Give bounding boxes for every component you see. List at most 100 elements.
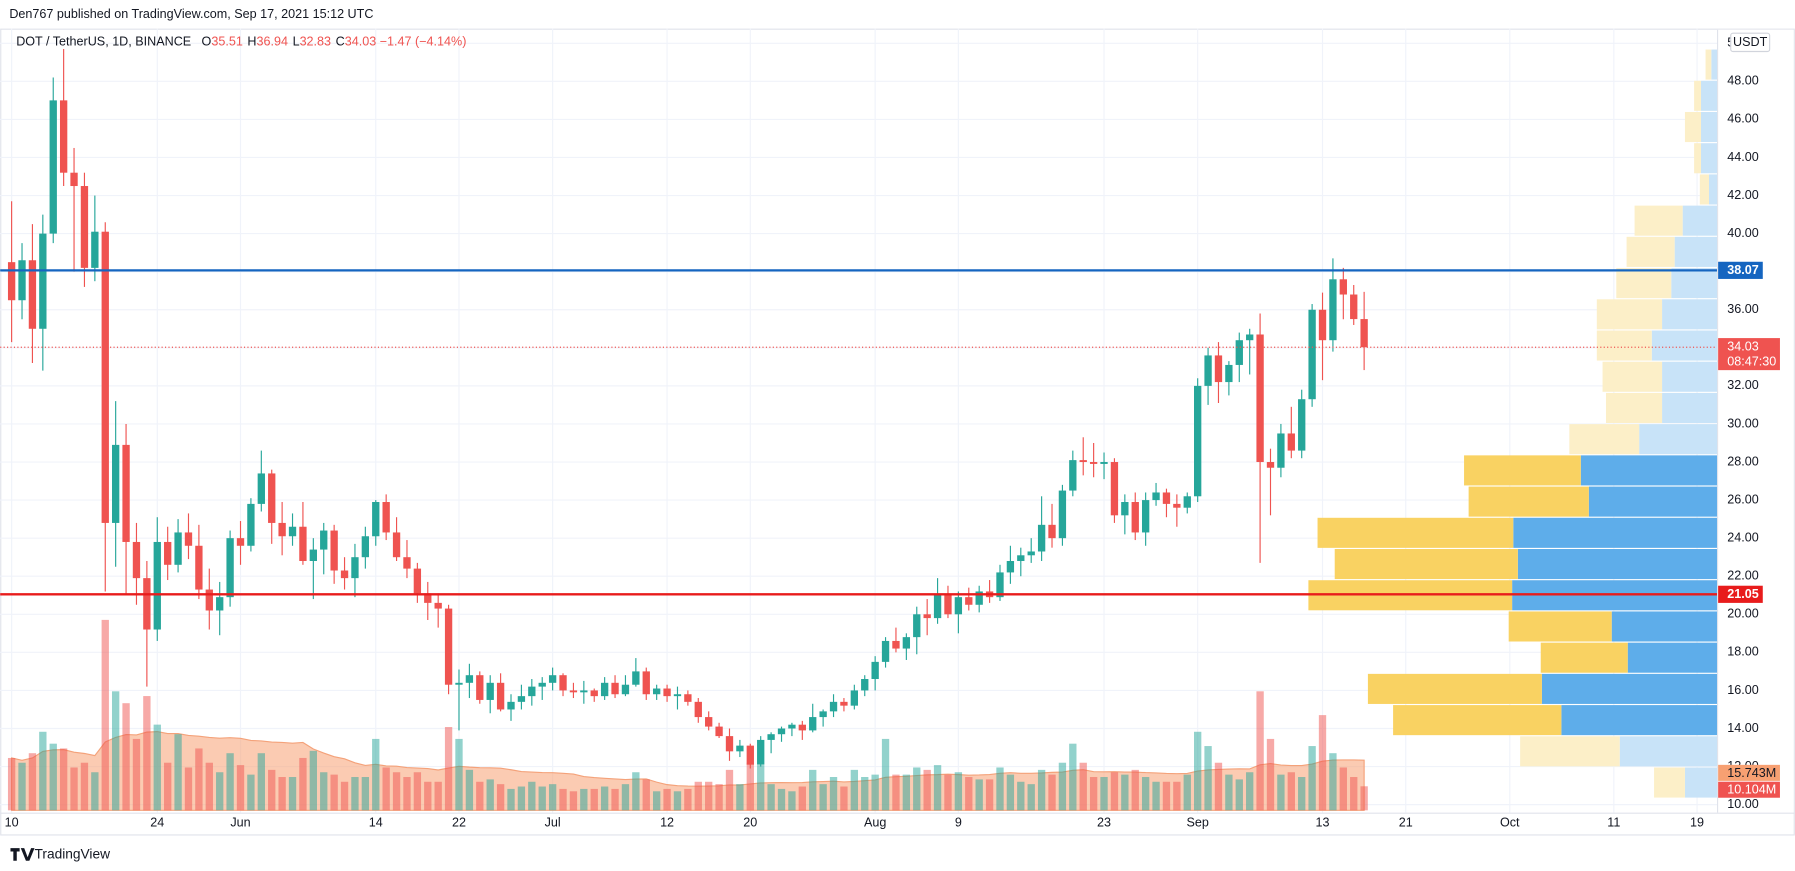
volume-bar: [257, 753, 265, 811]
volume-bar: [70, 767, 78, 811]
candle-body: [340, 570, 349, 579]
volume-bar: [476, 781, 484, 811]
candle-body: [996, 572, 1004, 598]
profile-down: [1317, 517, 1514, 548]
volume-bar: [829, 777, 838, 811]
profile-down: [1393, 705, 1562, 736]
x-tick-label: 12: [660, 815, 674, 829]
volume-bar: [351, 777, 359, 811]
candle-body: [70, 172, 78, 187]
candle-body: [434, 602, 442, 609]
candle-body: [1277, 433, 1285, 468]
profile-up: [1639, 424, 1717, 455]
candle-body: [184, 532, 193, 546]
last-price: 34.03: [1727, 340, 1758, 354]
volume-bar: [132, 738, 141, 811]
y-tick-label: 44.00: [1727, 150, 1758, 164]
ohlc-key: C: [336, 35, 345, 49]
profile-down: [1699, 174, 1709, 205]
volume-bar: [1329, 753, 1337, 811]
last-price-bg: [1718, 338, 1780, 371]
profile-down: [1705, 49, 1712, 80]
candle-body: [299, 526, 307, 561]
volume-bar: [798, 786, 806, 811]
volume-bar: [1089, 777, 1098, 811]
profile-up: [1684, 767, 1717, 798]
candle-body: [580, 690, 588, 693]
candle-body: [694, 701, 702, 718]
candle-body: [1152, 492, 1160, 501]
volume-bar: [559, 788, 567, 811]
candle-body: [767, 734, 775, 740]
x-tick-label: 23: [1097, 815, 1111, 829]
profile-down: [1694, 143, 1701, 174]
candle-body: [684, 694, 692, 702]
volume-bar: [1256, 691, 1264, 811]
candle-body: [1173, 503, 1181, 508]
profile-down: [1508, 611, 1612, 642]
candle-body: [1329, 279, 1337, 341]
candle-body: [111, 444, 120, 523]
volume-bar: [1162, 781, 1171, 811]
candle-body: [226, 538, 234, 598]
candle-body: [1027, 551, 1035, 556]
volume-bar: [7, 757, 16, 811]
profile-up: [1561, 705, 1717, 736]
ohlc-key: O: [202, 35, 212, 49]
candle-body: [372, 501, 380, 537]
volume-bar: [413, 772, 422, 811]
profile-down: [1468, 486, 1589, 517]
volume-bar: [184, 767, 193, 811]
profile-down: [1654, 767, 1685, 798]
candle-body: [91, 231, 99, 268]
volume-bar: [465, 769, 474, 811]
price-axis: [1716, 29, 1794, 813]
profile-up: [1619, 736, 1717, 767]
candles: [7, 48, 1368, 769]
y-tick-label: 16.00: [1727, 683, 1758, 697]
ohlc-value: 32.83: [300, 35, 331, 49]
volume-bar: [1235, 779, 1243, 811]
profile-down: [1626, 236, 1675, 267]
volume-bar: [486, 779, 494, 811]
volume-bar: [933, 765, 942, 811]
volume-bar: [642, 779, 650, 811]
y-tick-label: 26.00: [1727, 492, 1758, 506]
candle-body: [257, 473, 265, 504]
footer: TradingView: [0, 836, 1795, 871]
candle-body: [1339, 279, 1347, 295]
unit-box: [1730, 32, 1771, 53]
volume-bar: [673, 791, 682, 811]
volume-bar: [1350, 777, 1358, 811]
change: −1.47 (−4.14%): [380, 35, 467, 49]
volume-bar: [1079, 762, 1087, 811]
candle-body: [777, 728, 786, 735]
volume-bar: [621, 784, 630, 811]
y-tick-label: 32.00: [1727, 378, 1758, 392]
candle-body: [1100, 462, 1108, 464]
candle-body: [236, 538, 245, 546]
axes: 10.0012.0014.0016.0018.0020.0022.0024.00…: [5, 32, 1780, 829]
candle-body: [933, 595, 942, 619]
candle-body: [143, 578, 151, 630]
ohlc-key: L: [293, 35, 300, 49]
x-tick-label: Aug: [864, 815, 886, 829]
profile-up: [1682, 205, 1717, 236]
candle-body: [18, 260, 26, 301]
candle-body: [923, 614, 931, 619]
volume-bar: [580, 788, 588, 811]
volume-bar: [1183, 774, 1191, 811]
volume-bar: [1339, 767, 1347, 811]
candle-body: [1089, 462, 1098, 464]
y-tick-label: 10.00: [1727, 797, 1758, 811]
y-tick-label: 22.00: [1727, 569, 1758, 583]
candle-body: [1131, 501, 1139, 533]
profile-up: [1700, 111, 1717, 143]
candle-body: [1287, 433, 1295, 451]
volume-bar: [985, 779, 994, 811]
x-tick-label: 20: [743, 815, 757, 829]
candle-body: [403, 557, 411, 569]
candle-body: [788, 724, 796, 729]
candle-body: [840, 701, 848, 706]
volume-bar: [861, 777, 869, 811]
